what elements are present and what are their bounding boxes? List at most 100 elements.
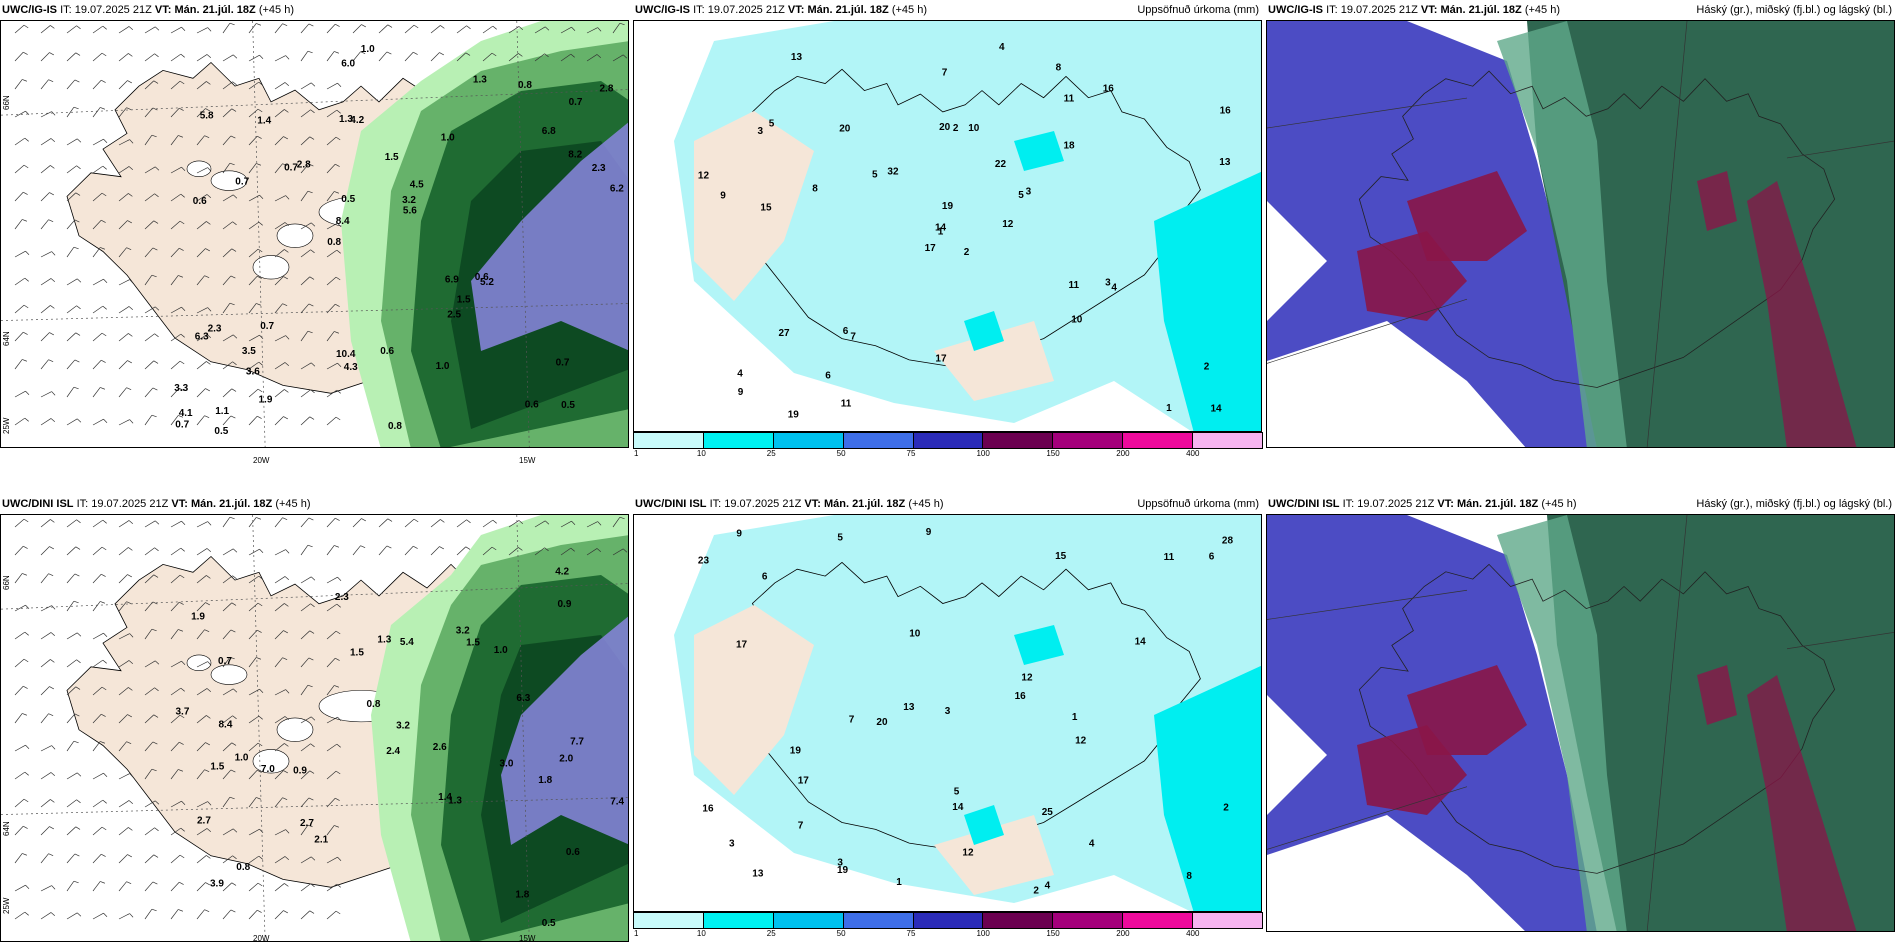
vt-label: VT: [1437,498,1454,510]
precip-value-label: 3.0 [500,759,514,770]
graticule [1267,97,1468,129]
wind-barb-feather [309,276,315,280]
wind-barb [66,546,77,556]
wind-barb-feather [232,361,237,366]
wind-barb-feather [23,331,28,335]
wind-barb [92,305,104,314]
wind-barb-feather [283,910,289,914]
wind-barb [14,304,25,314]
precip-value-label: 0.8 [388,421,402,432]
wind-barb [170,333,182,342]
wind-barb [144,306,156,314]
wind-barb [274,517,283,528]
colorbar-tick-label: 200 [1116,449,1130,458]
wind-barb-feather [206,221,211,225]
wind-barb-feather [285,335,290,340]
wind-barb-feather [75,332,81,336]
precip-value-label: 2.3 [335,592,349,603]
precip-value-label: 2.7 [300,818,314,829]
wind-barb [300,389,311,398]
wind-barb-feather [256,23,262,26]
wind-barb [222,81,233,90]
colorbar-swatch [633,912,704,929]
wind-barb-feather [233,194,238,199]
wind-barb-feather [50,418,56,423]
wind-barb-feather [259,828,264,833]
wind-barb [352,545,361,556]
precip-value-label: 5.4 [400,637,414,648]
precip-value-label: 3.5 [242,346,256,357]
wind-barb-feather [48,853,54,856]
wind-barb [196,135,205,146]
wind-barb [144,908,153,920]
wind-barb [92,138,104,146]
wind-barb-feather [334,191,340,194]
wind-barb [196,307,208,314]
precip-value-label: 0.8 [327,237,341,248]
wind-barb [170,53,182,62]
panel-header: UWC/DINI ISL IT: 19.07.2025 21Z VT: Mán.… [1266,494,1895,514]
wind-barb [326,630,337,640]
wind-barb [430,25,441,34]
wind-barb [144,220,155,230]
wind-barb [222,656,231,668]
it-label: IT: [693,4,705,16]
wind-barb [196,81,207,90]
wind-barb-feather [153,574,159,578]
vt-value: Mán. 21.júl. 18Z [1440,4,1522,16]
wind-barb [92,686,103,696]
wind-barb-feather [50,632,56,637]
accum-cyan-patch [964,311,1004,351]
wind-barb-feather [336,109,341,114]
precip-value-label: 8.4 [336,216,350,227]
panel-header: UWC/IG-IS IT: 19.07.2025 21Z VT: Mán. 21… [1266,0,1895,20]
wind-barb-feather [308,163,314,167]
wind-barb-feather [230,415,236,419]
wind-barb [222,882,233,892]
wind-barb [14,79,23,90]
wind-barb-feather [22,853,28,856]
vt-label: VT: [804,498,821,510]
wind-barb [92,741,101,752]
wind-barb [534,520,546,528]
panel-igis-cloud: UWC/IG-IS IT: 19.07.2025 21Z VT: Mán. 21… [1266,0,1895,448]
wind-barb-feather [284,222,290,227]
wind-barb [14,853,23,864]
wind-barb-feather [49,192,55,196]
wind-barb [118,854,128,864]
accum-value-label: 1 [1166,403,1172,414]
wind-barb [40,853,49,864]
panel-igis-accum: UWC/IG-IS IT: 19.07.2025 21Z VT: Mán. 21… [633,0,1263,458]
wind-barb [222,361,233,370]
wind-barb-feather [155,166,160,171]
wind-barb [404,51,414,62]
wind-barb [326,303,336,314]
wind-barb [40,745,52,752]
wind-barb-feather [76,519,81,524]
wind-barb [248,108,259,118]
wind-barb [196,661,208,668]
wind-barb [612,22,621,34]
wind-barb [404,24,415,34]
accum-value-label: 20 [939,122,951,133]
wind-barb [326,163,336,174]
wind-barb-feather [126,741,132,744]
wind-barb [170,306,182,314]
wind-barb-feather [284,716,290,721]
wind-barb-feather [337,82,342,87]
precip-wind-map: 0.5 0.6 0.7 0.8 1.0 1.1 1.3 1.5 2.3 2.8 3.3 3.6 4.2 4… [0,20,629,448]
precip-value-label: 1.0 [441,133,455,144]
accum-value-label: 6 [1209,552,1215,563]
precip-value-label: 0.8 [236,862,250,873]
colorbar-tick-label: 100 [976,449,990,458]
wind-barb-feather [75,826,81,830]
wind-barb-feather [413,518,419,523]
wind-barb-feather [386,51,392,55]
wind-barb-feather [23,51,28,55]
wind-barb [586,27,598,34]
wind-barb [40,25,51,34]
wind-barb [66,418,78,426]
panel-title: Háský (gr.), miðský (fj.bl.) og lágský (… [1696,498,1892,510]
wind-barb [196,221,207,230]
lead-time: (+45 h) [275,498,311,510]
